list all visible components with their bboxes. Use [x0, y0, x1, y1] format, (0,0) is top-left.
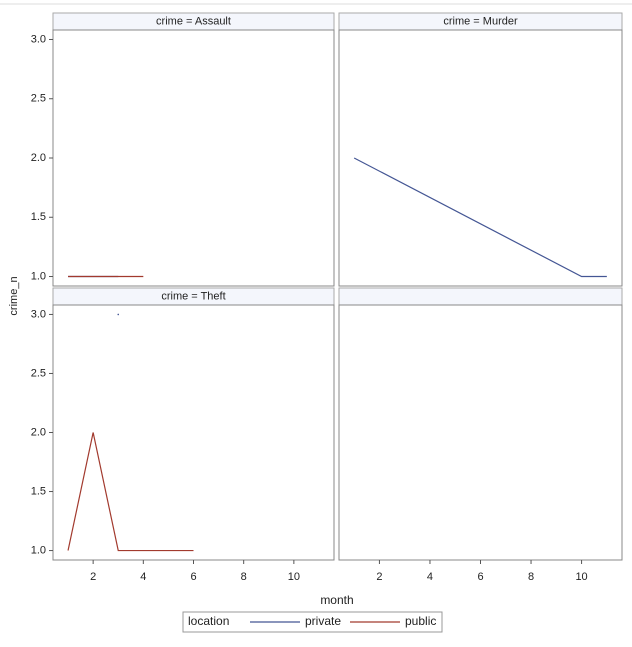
- panel-header: [338, 287, 623, 306]
- line: [353, 157, 607, 278]
- x-tick-label: 10: [288, 571, 300, 583]
- legend-label: private: [305, 614, 341, 628]
- x-tick-label: 8: [241, 571, 247, 583]
- x-tick-label: 6: [477, 571, 483, 583]
- y-tick-label: 3.0: [31, 308, 46, 320]
- y-tick-label: 1.0: [31, 544, 46, 556]
- panel-title: crime = Murder: [443, 15, 518, 27]
- x-tick-label: 8: [528, 571, 534, 583]
- legend-title: location: [188, 614, 229, 628]
- y-tick-label: 2.0: [31, 152, 46, 164]
- x-tick-label: 10: [575, 571, 587, 583]
- x-tick-label: 2: [90, 571, 96, 583]
- legend-box: [182, 611, 443, 633]
- panel-title: crime = Theft: [161, 290, 225, 302]
- panel-title: crime = Assault: [156, 15, 231, 27]
- y-tick-label: 1.5: [31, 485, 46, 497]
- x-axis-label: month: [320, 593, 353, 607]
- y-tick-label: 2.5: [31, 367, 46, 379]
- x-tick-label: 6: [190, 571, 196, 583]
- y-axis-label: crime_n: [8, 276, 20, 315]
- y-tick-label: 1.0: [31, 270, 46, 282]
- x-tick-label: 4: [427, 571, 433, 583]
- point: [117, 313, 120, 316]
- legend-label: public: [405, 614, 436, 628]
- y-tick-label: 2.5: [31, 93, 46, 105]
- y-tick-label: 2.0: [31, 426, 46, 438]
- line: [67, 432, 194, 552]
- x-tick-label: 4: [140, 571, 146, 583]
- y-tick-label: 1.5: [31, 211, 46, 223]
- y-tick-label: 3.0: [31, 33, 46, 45]
- x-tick-label: 2: [376, 571, 382, 583]
- panel-frame: [338, 29, 623, 287]
